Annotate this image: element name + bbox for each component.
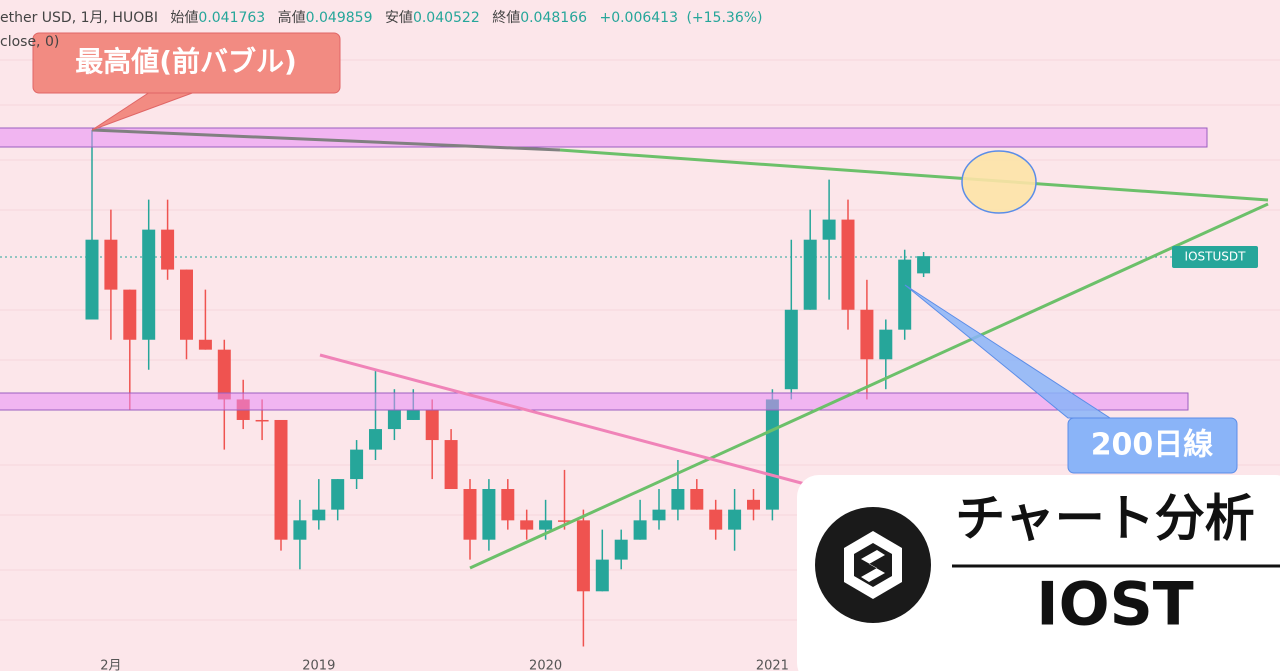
change: +0.006413 [599,10,678,26]
candle-body [482,489,496,540]
target-circle [961,150,1037,214]
label: 始値 [170,10,198,26]
price-tag [1172,246,1258,268]
candle-body [765,399,779,510]
candle-body [369,429,382,450]
candle-body [728,509,742,530]
candle-body [898,259,912,330]
card [797,475,1280,671]
support-band [0,392,1189,411]
candle-body [690,489,704,510]
candle-body [463,489,477,540]
x-tick-label: 2020 [529,659,562,671]
candle-body [501,489,515,521]
candle-body [255,419,269,422]
resistance-band [0,127,1208,148]
x-tick-label: 2019 [302,659,335,671]
price-tag-text: IOSTUSDT [1185,250,1247,264]
value: 0.049859 [306,10,373,26]
candle-body [917,256,931,274]
candle-body [576,520,590,592]
trend-line [319,353,806,486]
callout-box [32,32,341,94]
candle-body [633,520,647,540]
label: 安値 [385,10,413,26]
card-coin: IOST [1036,570,1194,640]
candles [85,129,931,647]
value: 0.048166 [520,10,587,26]
candle-body [784,309,798,390]
header: ether USD, 1月, HUOBI 始値0.041763 高値0.0498… [0,9,763,26]
candle-body [652,509,666,521]
candle-body [860,309,874,360]
trend-line [91,128,561,152]
candle-body [331,479,345,510]
candle-body [520,520,534,530]
candle-body [747,499,760,510]
candle-body [803,239,817,310]
callout-box [1067,417,1238,474]
candle-body [425,409,439,441]
candle-body [444,440,458,490]
change-pct: (+15.36%) [686,10,762,26]
value: 0.041763 [198,10,265,26]
candle-body [671,489,685,510]
logo-mark [844,531,902,599]
label: 終値 [492,10,520,26]
value: 0.040522 [413,10,480,26]
candle-body [274,419,288,540]
candle-body [822,219,836,240]
candle-body [180,269,193,340]
candle-body [539,520,553,530]
candle-body [217,349,231,400]
candle-body [198,339,212,350]
candle-body [709,509,723,530]
candle-body [387,409,401,430]
symbol: ether USD, 1月, HUOBI [0,10,158,26]
indicator: close, 0) [0,34,59,50]
candle-body [293,520,307,540]
candle-body [142,229,156,340]
candle-body [879,329,893,360]
candle-body [595,559,609,592]
candle-body [841,219,855,310]
card-title: チャート分析 [955,490,1255,548]
candle-body [123,289,137,340]
label: 高値 [278,9,306,26]
callout-text: 最高値(前バブル) [75,45,297,78]
candle-body [558,520,571,522]
x-tick-label: 2021 [756,659,789,671]
candle-body [614,539,628,560]
candle-body [85,239,99,320]
candle-body [161,229,175,270]
candle-body [350,449,364,480]
candle-body [104,239,118,290]
candle-body [312,509,326,521]
callout-text: 200日線 [1091,428,1214,463]
trend-line [469,202,1269,570]
candle-body [406,409,420,420]
x-tick-label: 2月 [100,659,121,671]
trend-line [559,148,1269,202]
